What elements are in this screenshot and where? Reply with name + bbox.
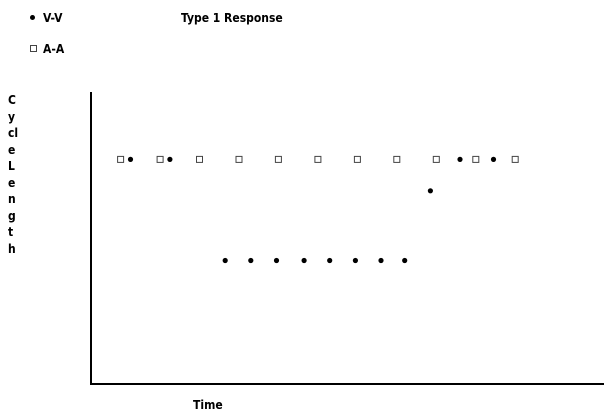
data-point-a-a [472,155,480,163]
data-point-v-v [352,257,358,264]
data-point-v-v [327,257,333,264]
data-point-v-v [490,156,497,162]
data-point-v-v [457,156,463,162]
data-point-v-v [273,257,280,264]
data-point-a-a [274,155,282,163]
data-point-v-v [378,257,384,264]
data-point-v-v [222,257,228,264]
data-point-v-v [127,156,134,162]
legend-square-icon [30,45,37,52]
data-point-v-v [248,257,254,264]
data-point-v-v [427,188,433,194]
data-point-a-a [314,155,322,163]
data-point-v-v [167,156,173,162]
y-axis-label: Cycle Length [8,93,20,256]
data-point-a-a [196,155,203,163]
data-point-a-a [432,155,440,163]
data-point-a-a [235,155,243,163]
data-point-a-a [353,155,361,163]
data-point-a-a [511,155,519,163]
legend-label-a-a: A-A [43,42,65,56]
data-point-a-a [156,155,164,163]
chart-marks [117,155,519,264]
legend-item-v-v: V-V [30,11,62,25]
legend-label-v-v: V-V [43,11,63,25]
x-axis-label: Time [193,398,223,412]
legend-dot-icon [30,15,35,20]
chart-title: Type 1 Response [181,11,283,25]
data-point-a-a [393,155,401,163]
data-point-a-a [117,155,125,163]
legend-item-a-a: A-A [30,42,64,56]
data-point-v-v [301,257,307,264]
data-point-v-v [402,257,408,264]
